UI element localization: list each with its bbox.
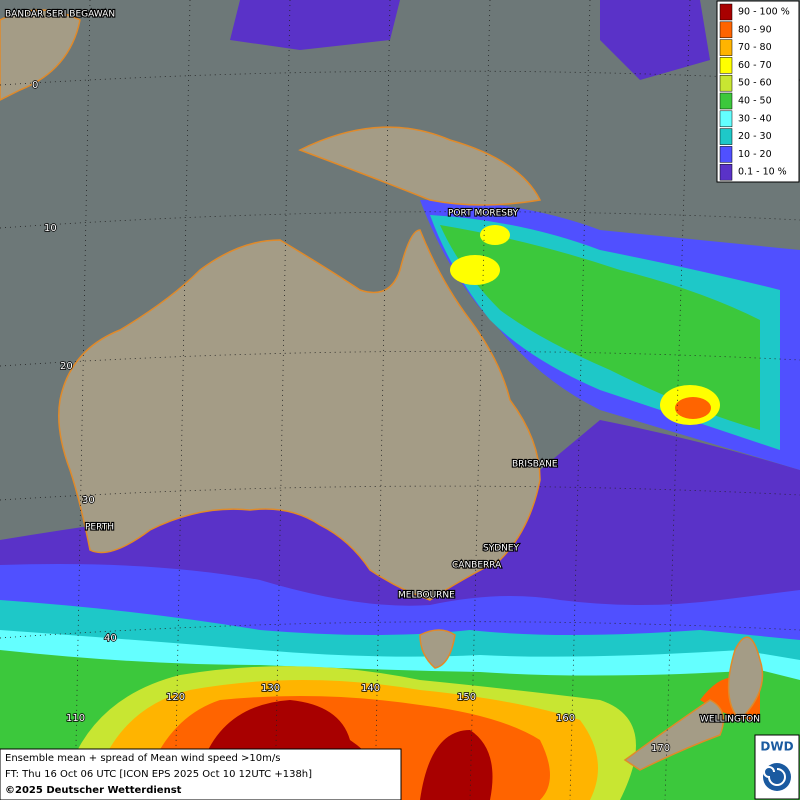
place-label: BRISBANE: [512, 460, 558, 470]
longitude-label: 140: [361, 683, 380, 694]
longitude-label: 110: [66, 713, 85, 724]
legend: 90 - 100 % 80 - 90 70 - 80 60 - 70 50 - 60 40…: [716, 0, 800, 183]
place-label: BANDAR SERI BEGAWAN: [5, 10, 115, 20]
longitude-label: 120: [166, 692, 185, 703]
copyright: ©2025 Deutscher Wetterdienst: [5, 785, 182, 796]
logo-text: DWD: [760, 740, 793, 754]
legend-swatch: [719, 128, 733, 145]
latitude-label: 20: [60, 361, 73, 372]
legend-swatch: [719, 163, 733, 181]
legend-label: 70 - 80: [738, 42, 772, 53]
legend-label: 20 - 30: [738, 131, 772, 142]
legend-label: 60 - 70: [738, 60, 772, 71]
legend-label: 30 - 40: [738, 113, 772, 124]
longitude-label: 150: [457, 692, 476, 703]
logo-icon: [763, 763, 791, 791]
legend-label: 90 - 100 %: [738, 7, 790, 18]
legend-swatch: [719, 146, 733, 163]
legend-swatch: [719, 92, 733, 110]
latitude-label: 0: [32, 80, 38, 91]
longitude-label: 160: [556, 713, 575, 724]
logo-swirl: [763, 766, 786, 786]
longitude-label: 170: [651, 743, 670, 754]
latitude-label: 40: [104, 633, 117, 644]
place-label: WELLINGTON: [700, 715, 760, 725]
place-label: CANBERRA: [452, 561, 502, 571]
info-line: FT: Thu 16 Oct 06 UTC [ICON EPS 2025 Oct…: [5, 769, 312, 780]
longitude-label: 130: [261, 683, 280, 694]
legend-swatch: [719, 74, 733, 92]
legend-swatch: [719, 21, 733, 39]
place-label: PORT MORESBY: [448, 209, 519, 219]
place-label: MELBOURNE: [398, 591, 455, 601]
legend-swatch: [719, 3, 733, 21]
legend-swatch: [719, 57, 733, 74]
place-label: SYDNEY: [483, 544, 520, 554]
info-line: Ensemble mean + spread of Mean wind spee…: [5, 753, 280, 764]
latitude-label: 30: [82, 495, 95, 506]
latitude-label: 10: [44, 223, 57, 234]
legend-label: 10 - 20: [738, 149, 772, 160]
place-label: PERTH: [85, 523, 114, 533]
legend-label: 50 - 60: [738, 78, 772, 89]
legend-label: 40 - 50: [738, 96, 772, 107]
legend-swatch: [719, 110, 733, 128]
legend-label: 80 - 90: [738, 24, 772, 35]
legend-label: 0.1 - 10 %: [738, 167, 787, 178]
land: [0, 9, 764, 771]
legend-swatch: [719, 39, 733, 56]
